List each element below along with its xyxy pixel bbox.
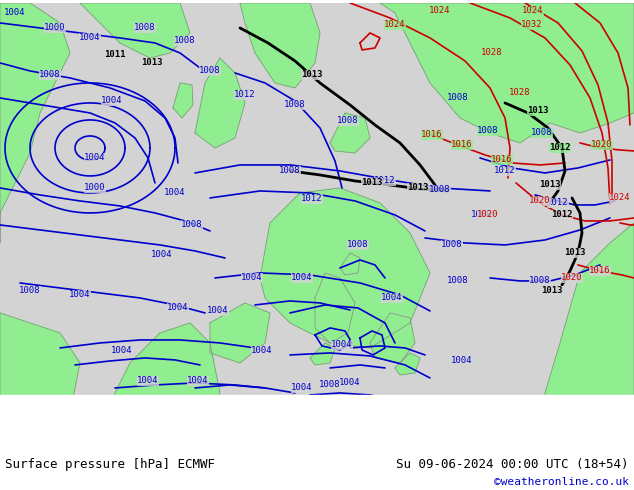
Text: 1013: 1013 <box>301 71 323 79</box>
Text: 1024: 1024 <box>384 21 406 29</box>
Text: 1012: 1012 <box>551 210 573 220</box>
Text: 1004: 1004 <box>4 8 26 18</box>
Text: 1011: 1011 <box>104 50 126 59</box>
Polygon shape <box>380 3 634 143</box>
Text: 1012: 1012 <box>547 198 569 207</box>
Text: 1004: 1004 <box>137 376 158 386</box>
Text: 1020: 1020 <box>529 196 551 205</box>
Text: 1004: 1004 <box>291 384 313 392</box>
Text: 1008: 1008 <box>19 287 41 295</box>
Text: 1028: 1028 <box>481 49 503 57</box>
Text: 1008: 1008 <box>447 94 469 102</box>
Text: 1024: 1024 <box>609 194 631 202</box>
Text: 1004: 1004 <box>381 294 403 302</box>
Text: 1008: 1008 <box>337 117 359 125</box>
Text: 1004: 1004 <box>291 273 313 282</box>
Bar <box>0 395 634 443</box>
Text: 1000: 1000 <box>84 183 106 193</box>
Text: 1024: 1024 <box>522 6 544 16</box>
Text: 1004: 1004 <box>69 291 91 299</box>
Text: 1008: 1008 <box>447 276 469 286</box>
Text: Su 09-06-2024 00:00 UTC (18+54): Su 09-06-2024 00:00 UTC (18+54) <box>396 458 629 471</box>
Text: 1020: 1020 <box>592 141 612 149</box>
Text: 1004: 1004 <box>207 306 229 316</box>
Text: 1004: 1004 <box>152 250 172 259</box>
Text: 1004: 1004 <box>451 356 473 366</box>
Text: 1008: 1008 <box>347 241 369 249</box>
Polygon shape <box>0 313 80 443</box>
Text: 1004: 1004 <box>79 33 101 43</box>
Text: 1000: 1000 <box>44 24 66 32</box>
Text: 1004: 1004 <box>331 341 353 349</box>
Polygon shape <box>370 313 415 363</box>
Text: 1008: 1008 <box>529 276 551 286</box>
Text: 1004: 1004 <box>242 273 262 282</box>
Text: 1032: 1032 <box>521 21 543 29</box>
Text: 1008: 1008 <box>181 220 203 229</box>
Text: 1004: 1004 <box>167 303 189 313</box>
Text: 1013: 1013 <box>141 58 163 68</box>
Polygon shape <box>310 343 335 365</box>
Text: 1008: 1008 <box>441 241 463 249</box>
Text: 1016: 1016 <box>491 155 513 165</box>
Polygon shape <box>340 253 360 275</box>
Polygon shape <box>80 3 190 58</box>
Text: 1004: 1004 <box>251 346 273 355</box>
Text: 1008: 1008 <box>477 126 499 135</box>
Text: 1008: 1008 <box>199 67 221 75</box>
Text: 1016: 1016 <box>421 130 443 140</box>
Polygon shape <box>260 188 430 348</box>
Text: 1004: 1004 <box>164 189 186 197</box>
Text: 1008: 1008 <box>531 128 553 138</box>
Text: 1004: 1004 <box>227 396 249 405</box>
Polygon shape <box>240 3 320 88</box>
Text: 1004: 1004 <box>84 153 106 163</box>
Text: 1012: 1012 <box>234 91 256 99</box>
Polygon shape <box>210 303 270 363</box>
Text: 1008: 1008 <box>471 210 493 220</box>
Text: 1008: 1008 <box>174 36 196 46</box>
Polygon shape <box>315 273 355 343</box>
Text: 1012: 1012 <box>301 195 323 203</box>
Text: 1013: 1013 <box>564 248 586 257</box>
Text: 1012: 1012 <box>374 176 396 185</box>
Polygon shape <box>195 58 245 148</box>
Text: 1008: 1008 <box>320 380 340 390</box>
Text: 1008: 1008 <box>134 24 156 32</box>
Text: 1008: 1008 <box>39 71 61 79</box>
Text: 1013: 1013 <box>540 180 560 190</box>
Text: 1013: 1013 <box>541 287 563 295</box>
Text: 1004: 1004 <box>187 376 209 386</box>
Polygon shape <box>0 3 70 243</box>
Text: 1004: 1004 <box>101 97 123 105</box>
Text: 1012: 1012 <box>549 144 571 152</box>
Text: 1020: 1020 <box>477 210 499 220</box>
Text: 1028: 1028 <box>509 89 531 98</box>
Text: 1008: 1008 <box>279 167 301 175</box>
Polygon shape <box>173 83 193 118</box>
Text: 1008: 1008 <box>284 100 306 109</box>
Text: 1012: 1012 <box>495 167 515 175</box>
Text: 1013: 1013 <box>527 106 549 116</box>
Polygon shape <box>330 113 370 153</box>
Text: 1020: 1020 <box>561 273 583 282</box>
Text: 1004: 1004 <box>339 378 361 388</box>
Text: 1016: 1016 <box>451 141 473 149</box>
Polygon shape <box>545 223 634 443</box>
Text: 1013: 1013 <box>361 178 383 188</box>
Text: ©weatheronline.co.uk: ©weatheronline.co.uk <box>494 477 629 487</box>
Polygon shape <box>110 323 220 443</box>
Text: 1024: 1024 <box>429 6 451 16</box>
Text: Surface pressure [hPa] ECMWF: Surface pressure [hPa] ECMWF <box>5 458 215 471</box>
Text: 1004: 1004 <box>111 346 133 355</box>
Polygon shape <box>395 353 420 375</box>
Text: 1008: 1008 <box>429 185 451 195</box>
Text: 1016: 1016 <box>589 267 611 275</box>
Text: 1013: 1013 <box>407 183 429 193</box>
